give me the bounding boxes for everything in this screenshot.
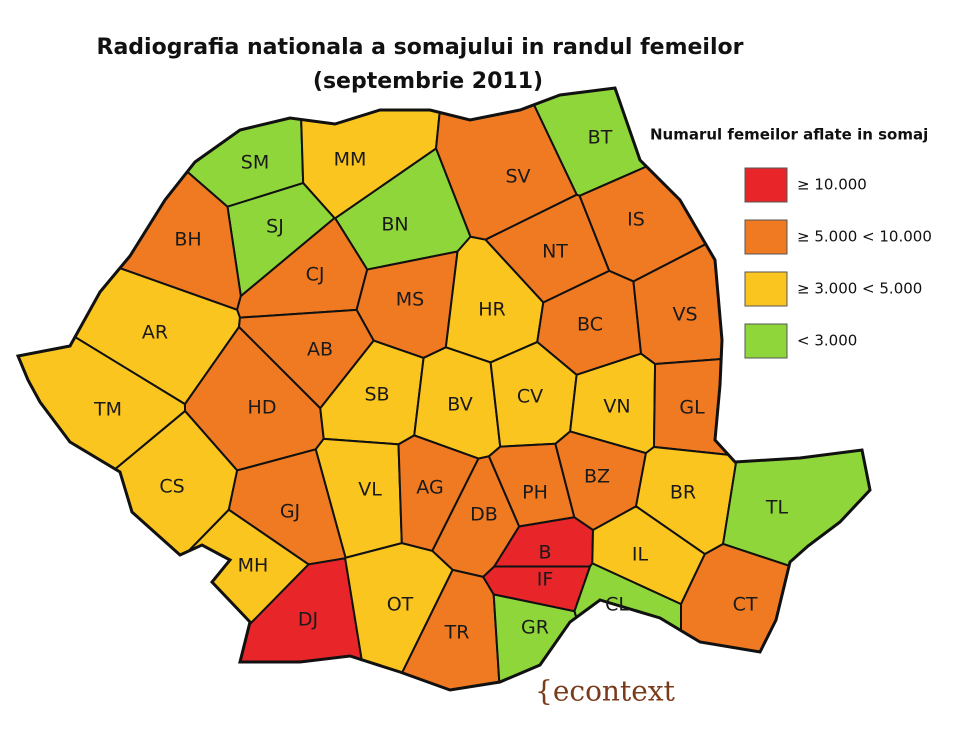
county-code: MH <box>238 555 269 577</box>
county-code: TM <box>93 399 122 421</box>
county <box>721 295 870 628</box>
county <box>123 557 375 690</box>
county-code: HR <box>478 299 506 321</box>
county-code: GR <box>521 617 549 639</box>
county-code: AG <box>416 477 443 499</box>
legend-label: ≥ 10.000 <box>797 176 867 194</box>
county-code: NT <box>542 241 568 263</box>
title: Radiografia nationala a somajului in ran… <box>97 35 744 60</box>
county-code: DB <box>470 504 498 526</box>
subtitle: (septembrie 2011) <box>313 69 543 94</box>
legend-label: ≥ 5.000 < 10.000 <box>797 228 932 246</box>
legend-swatch <box>744 167 788 203</box>
county-code: SV <box>505 166 530 188</box>
county-code: SJ <box>266 216 284 238</box>
legend-label: < 3.000 <box>797 332 857 350</box>
legend-swatch <box>744 323 788 359</box>
county-code: SB <box>364 384 389 406</box>
county-code: PH <box>522 482 548 504</box>
county-code: BT <box>588 127 613 149</box>
county-code: IL <box>632 544 649 566</box>
county-code: MM <box>334 149 367 171</box>
county-code: VL <box>358 479 382 501</box>
county-code: GL <box>679 397 705 419</box>
county-code: CV <box>517 386 543 408</box>
county-code: GJ <box>280 501 300 523</box>
county-code: BR <box>670 482 696 504</box>
county-code: TL <box>765 497 789 519</box>
legend-title: Numarul femeilor aflate in somaj <box>650 126 928 144</box>
county <box>492 593 615 690</box>
county-code: BN <box>381 214 408 236</box>
county-code: OT <box>387 594 414 616</box>
county <box>481 565 592 613</box>
legend-swatch <box>744 219 788 255</box>
country-border <box>15 86 872 692</box>
county-code: TR <box>444 622 470 644</box>
county-code: VN <box>603 396 630 418</box>
county-code: MS <box>396 289 424 311</box>
county-code: VS <box>672 304 697 326</box>
county-code: AR <box>142 322 168 344</box>
county-code: CT <box>733 594 758 616</box>
county-code: B <box>538 542 551 564</box>
legend-swatch <box>744 271 788 307</box>
county-code: DJ <box>298 609 318 631</box>
county-code: BH <box>174 229 201 251</box>
county-code: BC <box>577 314 603 336</box>
county-code: IS <box>627 209 645 231</box>
county-code: HD <box>248 397 277 419</box>
county-code: AB <box>307 339 333 361</box>
county-code: BZ <box>584 466 610 488</box>
county-code: BV <box>447 394 472 416</box>
legend-label: ≥ 3.000 < 5.000 <box>797 280 922 298</box>
legend: Numarul femeilor aflate in somaj ≥ 10.00… <box>650 126 932 359</box>
county-code: CJ <box>306 264 325 286</box>
watermark: {econtext <box>535 675 676 708</box>
county-code: CS <box>159 476 184 498</box>
county-code: CL <box>605 594 629 616</box>
county <box>18 88 305 208</box>
county-code: IF <box>537 569 554 591</box>
county-code: SM <box>241 152 269 174</box>
